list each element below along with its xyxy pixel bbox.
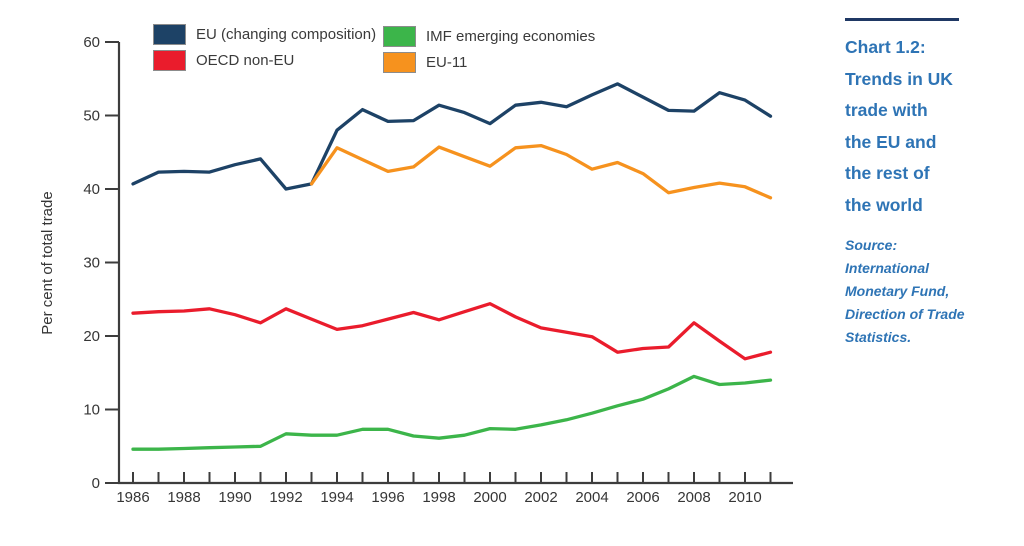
- x-tick-label: 2010: [728, 489, 761, 506]
- trade-chart: 0 10 20 30 40 50 60 1986 1988 1990 1992 1994 1996 199…: [39, 34, 793, 506]
- x-tick-label: 1988: [167, 489, 200, 506]
- legend-label-imf-emerging: IMF emerging economies: [426, 28, 596, 45]
- axis-labels: 0 10 20 30 40 50 60 1986 1988 1990 1992 1994 1996 199…: [39, 34, 762, 506]
- series-line-imf-emerging: [131, 374, 773, 451]
- y-axis-title: Per cent of total trade: [39, 191, 56, 334]
- text-line: Statistics.: [845, 329, 912, 345]
- x-tick-label: 1990: [218, 489, 251, 506]
- text-line: trade with: [845, 100, 928, 120]
- legend-item-oecd-non-eu: OECD non-EU: [153, 50, 294, 71]
- legend-swatch-eu-11: [383, 52, 416, 73]
- legend-item-imf-emerging: IMF emerging economies: [383, 26, 595, 47]
- legend-swatch-eu: [153, 24, 186, 45]
- x-tick-label: 2008: [677, 489, 710, 506]
- x-tick-label: 1994: [320, 489, 353, 506]
- text-line: Chart 1.2:: [845, 37, 926, 57]
- y-tick-label: 20: [83, 328, 100, 345]
- chart-source: Source: International Monetary Fund, Direct…: [845, 234, 995, 349]
- y-tick-label: 0: [92, 475, 100, 492]
- series-line-eu: [131, 82, 773, 191]
- legend-label-eu: EU (changing composition): [196, 26, 377, 43]
- legend-item-eu-11: EU-11: [383, 52, 467, 73]
- text-line: Source:: [845, 237, 898, 253]
- sidebar: Chart 1.2: Trends in UK trade with the EU a…: [845, 18, 995, 349]
- y-tick-label: 10: [83, 402, 100, 419]
- x-tick-label: 2004: [575, 489, 608, 506]
- y-tick-label: 60: [83, 34, 100, 51]
- x-tick-label: 1986: [116, 489, 149, 506]
- chart-title: Chart 1.2: Trends in UK trade with the EU a…: [845, 32, 995, 221]
- text-line: Direction of Trade: [845, 306, 965, 322]
- legend-swatch-imf-emerging: [383, 26, 416, 47]
- x-tick-label: 2002: [524, 489, 557, 506]
- legend-label-eu-11: EU-11: [426, 54, 468, 71]
- series-line-oecd-non-eu: [131, 302, 773, 361]
- y-tick-label: 30: [83, 255, 100, 272]
- text-line: Trends in UK: [845, 68, 953, 89]
- text-line: the world: [845, 194, 923, 215]
- text-line: International: [845, 260, 930, 276]
- x-tick-label: 1998: [422, 489, 455, 506]
- x-tick-label: 1996: [371, 489, 404, 506]
- legend-label-oecd-non-eu: OECD non-EU: [196, 52, 295, 69]
- axes: [105, 41, 793, 485]
- legend-item-eu: EU (changing composition): [153, 24, 376, 45]
- y-tick-label: 40: [83, 181, 100, 198]
- x-tick-label: 2006: [626, 489, 659, 506]
- x-tick-label: 1992: [269, 489, 302, 506]
- legend-swatch-oecd-non-eu: [153, 50, 186, 71]
- text-line: the EU and: [845, 131, 937, 152]
- sidebar-rule: [845, 18, 959, 21]
- text-line: the rest of: [845, 163, 930, 183]
- series-line-eu-11: [309, 143, 773, 200]
- text-line: Monetary Fund,: [845, 283, 950, 299]
- y-tick-label: 50: [83, 108, 100, 125]
- x-tick-label: 2000: [473, 489, 506, 506]
